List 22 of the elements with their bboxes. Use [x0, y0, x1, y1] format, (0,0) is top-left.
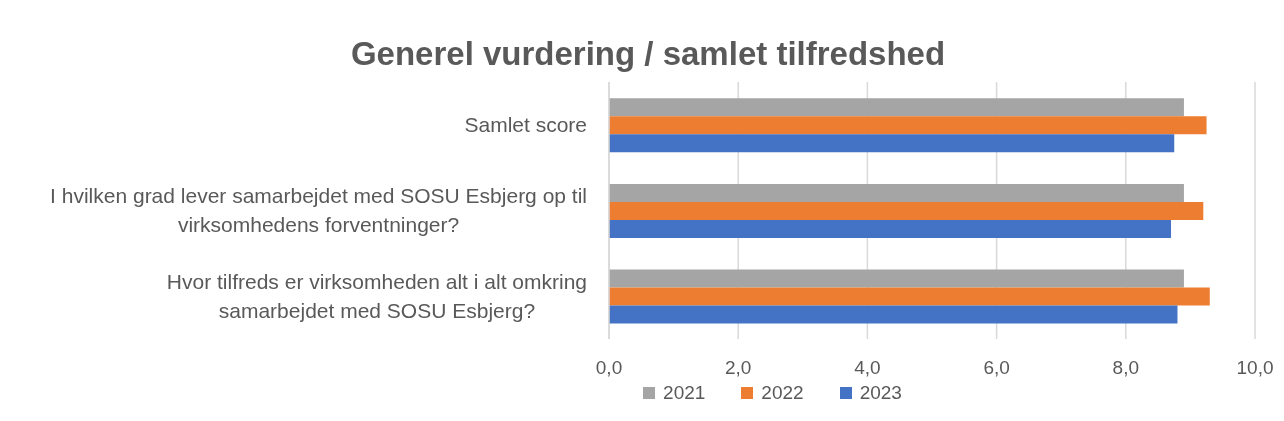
- x-tick-label: 2,0: [724, 357, 752, 379]
- y-tick-label: Samlet score: [464, 112, 587, 136]
- bar: [609, 305, 1178, 324]
- legend-label: 2022: [761, 381, 804, 405]
- x-tick-label: 4,0: [854, 357, 881, 379]
- bar: [609, 219, 1172, 238]
- y-tick-label: I hvilken grad lever samarbejdet med SOSU Esbjerg op til virksomhedens forventninger?: [50, 184, 587, 236]
- x-tick-label: 0,0: [595, 357, 623, 379]
- bar: [609, 134, 1175, 153]
- x-tick-label: 8,0: [1112, 357, 1140, 379]
- x-tick-label: 10,0: [1236, 357, 1274, 379]
- x-tick-label: 6,0: [983, 357, 1010, 379]
- legend-label: 2021: [663, 381, 706, 405]
- bar: [609, 201, 1204, 220]
- bar: [609, 183, 1184, 202]
- bar: [609, 269, 1184, 288]
- y-tick-label: Hvor tilfreds er virksomheden alt i alt omkring samarbejdet med SOSU Esbjerg?: [166, 269, 588, 322]
- bar: [609, 116, 1207, 135]
- chart-title: Generel vurdering / samlet tilfredshed: [349, 34, 947, 74]
- bar: [609, 98, 1184, 117]
- bar: [609, 287, 1210, 306]
- legend-label: 2023: [859, 381, 902, 405]
